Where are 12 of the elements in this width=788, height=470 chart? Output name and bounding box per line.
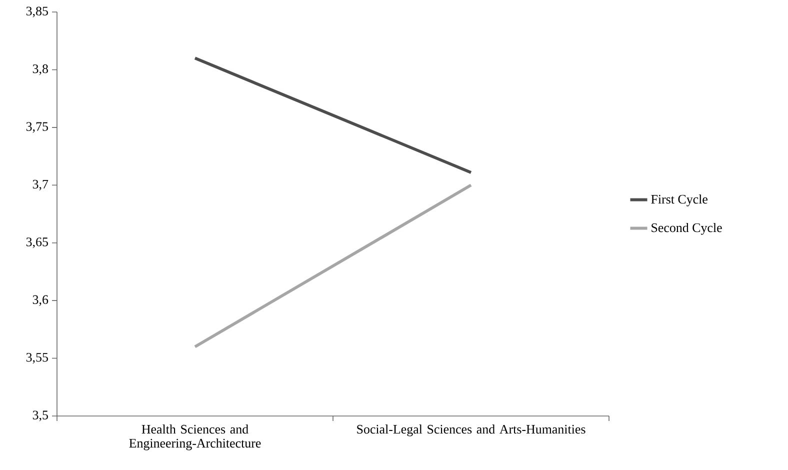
y-tick-label: 3,55 xyxy=(26,353,48,364)
y-tick-label: 3,75 xyxy=(26,122,48,133)
legend-label: Second Cycle xyxy=(652,222,722,235)
y-tick-label: 3,8 xyxy=(32,64,48,76)
y-tick-label: 3,85 xyxy=(26,6,48,18)
y-tick-label: 3,5 xyxy=(32,410,48,422)
y-tick-label: 3,65 xyxy=(26,238,48,248)
x-tick-label: Health Sciences and Engineering-Architecture xyxy=(129,424,261,450)
y-tick-label: 3,7 xyxy=(32,180,48,190)
y-tick-label: 3,6 xyxy=(32,295,48,306)
legend-label: First Cycle xyxy=(651,194,708,206)
x-tick-label: Social-Legal Sciences and Arts-Humanities xyxy=(357,424,586,436)
